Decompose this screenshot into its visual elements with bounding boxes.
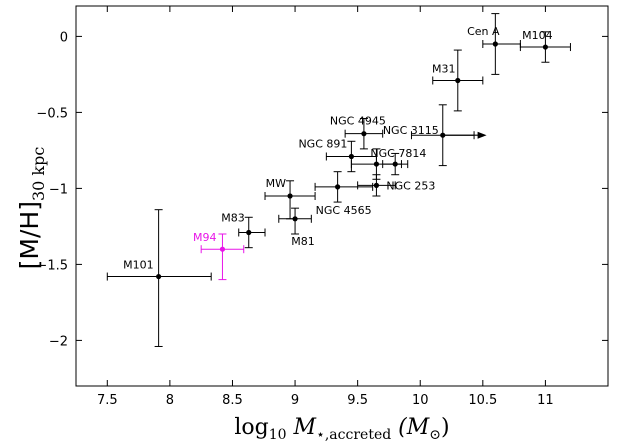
data-point	[392, 161, 398, 167]
y-axis-title: [M/H]30 kpc	[15, 147, 48, 270]
x-axis-title-close: )	[441, 415, 450, 440]
x-tick-label: 11	[537, 393, 554, 408]
arrow-head	[477, 131, 487, 139]
data-point	[246, 229, 252, 236]
x-tick-label: 8	[166, 393, 174, 408]
data-point-group: M101	[106, 209, 212, 347]
data-point-group: M31	[432, 49, 484, 112]
data-point	[156, 273, 162, 280]
data-point	[373, 161, 380, 167]
point-label: NGC 891	[298, 137, 347, 150]
axis-ticks: 7.5 8 8.5 9 9.5 10 10.5 11 0 −0.5 −1 −1.5 −2	[36, 6, 608, 408]
x-axis-title-mid: M	[287, 415, 317, 440]
x-tick-label: 8.5	[222, 393, 243, 408]
data-point-group	[382, 152, 409, 176]
x-axis-title-main: log	[234, 415, 268, 440]
point-label: M104	[522, 29, 553, 42]
data-point	[219, 246, 226, 252]
data-point-group: NGC 3115	[383, 104, 487, 167]
y-tick-label: 0	[60, 30, 68, 45]
data-point	[440, 132, 446, 138]
point-label: NGC 253	[386, 179, 435, 192]
point-label: NGC 4945	[330, 115, 386, 128]
data-point	[361, 131, 367, 137]
y-tick-label: −0.5	[36, 106, 68, 121]
x-axis-title-unit: (M	[391, 415, 430, 440]
x-axis-title: log10 M⋆,accreted (M⊙)	[234, 415, 449, 443]
data-point-group: MW	[264, 177, 316, 220]
x-tick-label: 10.5	[468, 393, 497, 408]
data-point-group: NGC 253	[357, 174, 435, 197]
data-point-group: M81	[278, 207, 315, 248]
y-axis-title-main: [M/H]	[15, 201, 44, 269]
plot-frame	[75, 5, 609, 387]
point-label: M31	[432, 62, 456, 75]
point-label: NGC 4565	[316, 204, 372, 217]
point-label: Cen A	[467, 25, 500, 38]
data-point-group: M83	[221, 211, 266, 249]
point-label: M83	[221, 211, 245, 224]
x-tick-label: 9.5	[347, 393, 368, 408]
data-point-group: NGC 4565	[314, 171, 374, 217]
data-point-group: M94	[193, 231, 245, 281]
data-point	[542, 44, 549, 50]
data-point	[287, 193, 293, 199]
x-tick-label: 7.5	[97, 393, 118, 408]
point-label: M81	[291, 235, 315, 248]
data-point-group: Cen A	[467, 13, 521, 75]
x-tick-label: 9	[291, 393, 299, 408]
data-point-group: NGC 7814	[350, 147, 426, 180]
data-point-group: NGC 4945	[330, 115, 386, 150]
point-label: M94	[193, 231, 217, 244]
y-axis-title-sub: 30 kpc	[29, 147, 48, 201]
data-point	[348, 153, 354, 160]
x-tick-label: 10	[412, 393, 429, 408]
y-tick-label: −2	[49, 334, 68, 349]
point-label: NGC 3115	[383, 124, 439, 137]
data-point	[492, 41, 498, 47]
data-point-group: NGC 891	[298, 137, 377, 173]
point-label: M101	[123, 259, 154, 272]
y-tick-label: −1.5	[36, 258, 68, 273]
point-label: MW	[266, 177, 286, 190]
x-axis-title-star-sub: ⋆,accreted	[316, 427, 391, 443]
x-axis-title-unit-sub: ⊙	[429, 427, 441, 443]
y-tick-label: −1	[49, 182, 68, 197]
data-point	[335, 184, 341, 190]
data-point	[455, 77, 461, 84]
data-point	[292, 216, 298, 222]
x-axis-title-sub: 10	[269, 427, 287, 443]
data-point	[373, 182, 380, 188]
data-point-group: M104	[519, 29, 571, 63]
